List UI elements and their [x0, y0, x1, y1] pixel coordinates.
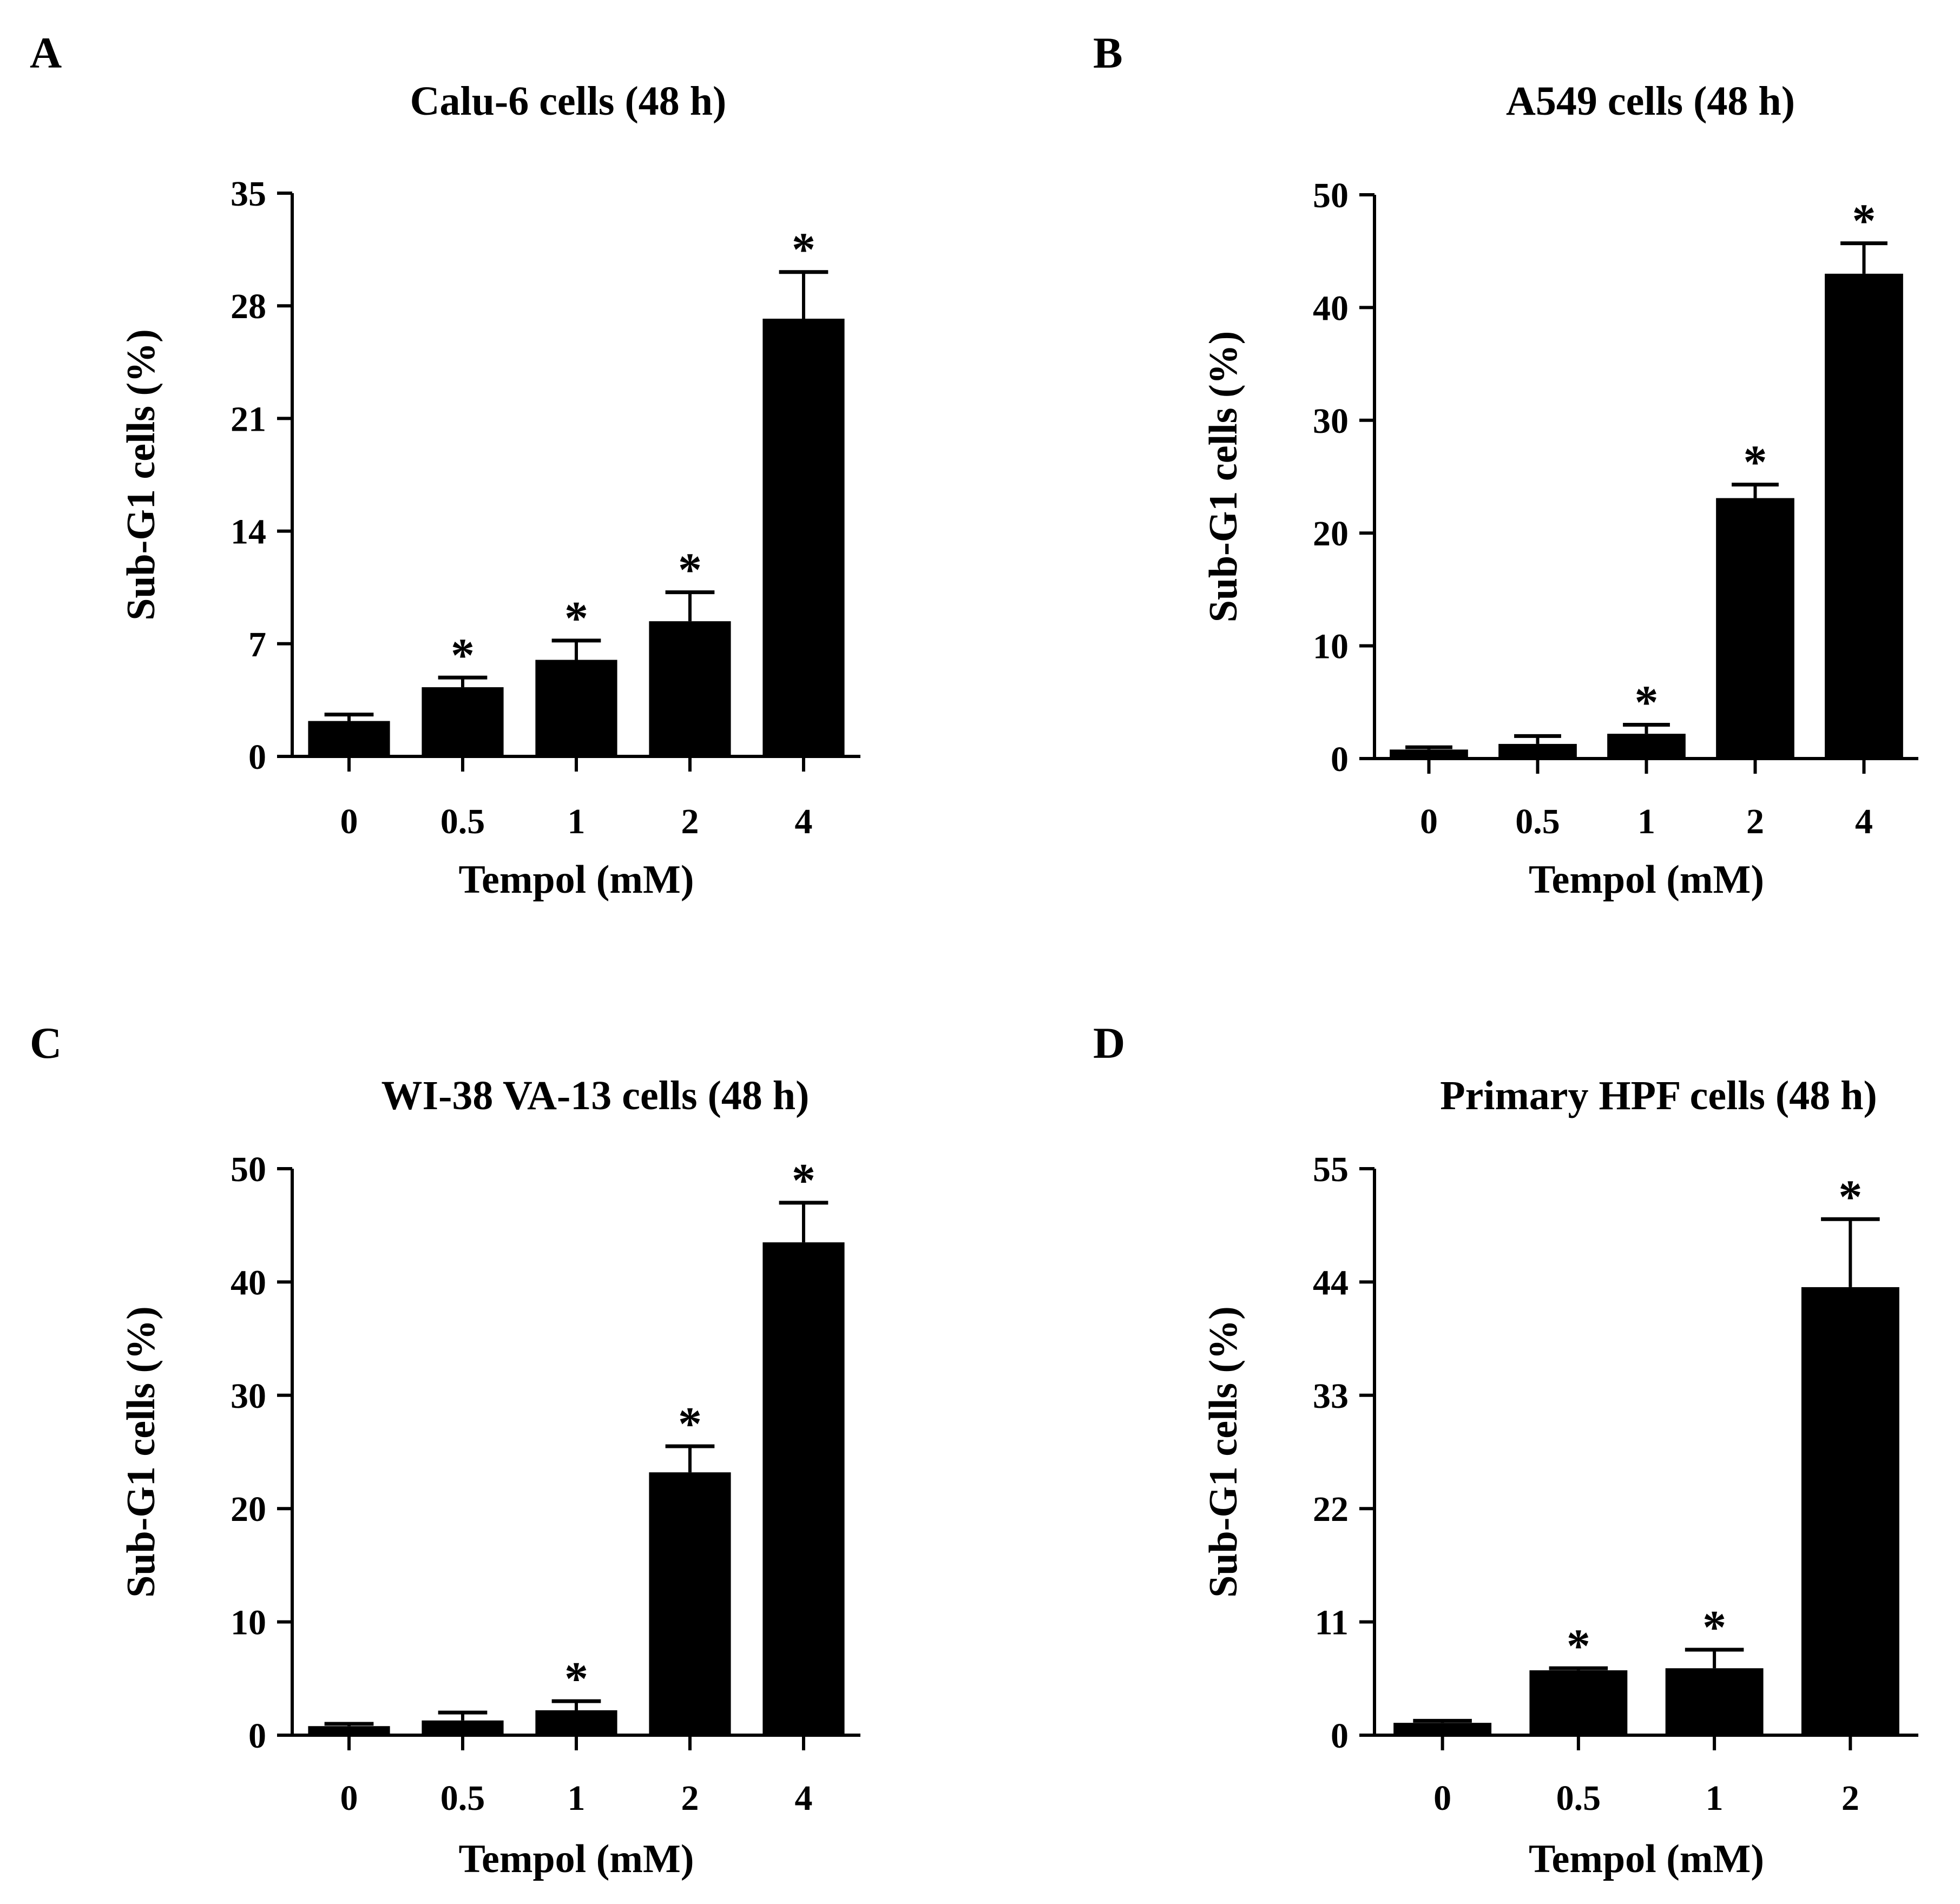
x-tick-label-c: 1	[568, 1778, 586, 1818]
chart-title-c: WI-38 VA-13 cells (48 h)	[382, 1073, 810, 1118]
panel-letter-c: C	[30, 1018, 62, 1068]
y-axis-label-d: Sub-G1 cells (%)	[1201, 1306, 1246, 1598]
significance-marker-a: *	[792, 224, 815, 276]
significance-marker-d: *	[1567, 1620, 1590, 1672]
y-tick-label-c: 30	[231, 1376, 266, 1416]
y-tick-label-b: 0	[1331, 740, 1349, 779]
significance-marker-d: *	[1838, 1171, 1862, 1223]
significance-marker-b: *	[1852, 195, 1876, 248]
x-axis-label-d: Tempol (mM)	[1529, 1837, 1764, 1881]
x-tick-label-a: 1	[568, 802, 586, 841]
bar-d	[1393, 1723, 1492, 1735]
bar-c	[422, 1720, 504, 1735]
y-tick-label-c: 40	[231, 1263, 266, 1302]
x-axis-label-b: Tempol (mM)	[1529, 858, 1764, 902]
x-tick-label-b: 1	[1637, 802, 1655, 841]
x-tick-label-a: 0	[340, 802, 358, 841]
panel-letter-b: B	[1093, 28, 1123, 77]
bar-a	[535, 660, 617, 756]
x-tick-label-c: 2	[681, 1778, 699, 1818]
significance-marker-b: *	[1744, 437, 1767, 489]
y-tick-label-b: 30	[1313, 401, 1349, 441]
y-tick-label-c: 10	[231, 1603, 266, 1643]
x-tick-label-a: 2	[681, 802, 699, 841]
x-tick-label-d: 0.5	[1556, 1778, 1601, 1818]
bar-a	[422, 687, 504, 756]
chart-title-d: Primary HPF cells (48 h)	[1440, 1073, 1877, 1118]
y-tick-label-a: 28	[231, 287, 266, 326]
bar-a	[649, 621, 731, 756]
x-axis-label-c: Tempol (mM)	[458, 1837, 694, 1881]
x-tick-label-d: 0	[1433, 1778, 1451, 1818]
y-tick-label-a: 14	[231, 512, 266, 552]
significance-marker-d: *	[1702, 1602, 1726, 1654]
chart-panel-d: D Primary HPF cells (48 h) 0 11 22 33 44 55 Sub-…	[1093, 1018, 1918, 1881]
bar-b	[1825, 273, 1903, 759]
x-axis-label-a: Tempol (mM)	[458, 858, 694, 902]
y-tick-label-d: 22	[1313, 1490, 1349, 1529]
y-tick-label-d: 33	[1313, 1376, 1349, 1416]
y-axis-label-c: Sub-G1 cells (%)	[119, 1306, 163, 1598]
y-tick-label-a: 21	[231, 399, 266, 439]
x-tick-label-a: 4	[795, 802, 813, 841]
bar-d	[1665, 1668, 1764, 1735]
x-tick-label-b: 2	[1746, 802, 1764, 841]
x-tick-label-a: 0.5	[440, 802, 485, 841]
significance-marker-c: *	[792, 1155, 815, 1207]
x-tick-label-d: 1	[1706, 1778, 1724, 1818]
significance-marker-c: *	[678, 1398, 702, 1451]
panel-letter-d: D	[1093, 1018, 1125, 1068]
bar-c	[649, 1472, 731, 1735]
bar-b	[1607, 734, 1686, 759]
x-tick-label-c: 0	[340, 1778, 358, 1818]
y-tick-label-a: 0	[248, 737, 266, 777]
x-tick-label-d: 2	[1841, 1778, 1859, 1818]
x-tick-label-b: 0	[1420, 802, 1438, 841]
y-tick-label-b: 10	[1313, 627, 1349, 667]
panel-letter-a: A	[30, 28, 62, 77]
y-tick-label-b: 20	[1313, 514, 1349, 554]
y-tick-label-d: 55	[1313, 1150, 1349, 1189]
significance-marker-b: *	[1635, 676, 1659, 729]
bar-c	[308, 1726, 390, 1735]
significance-marker-a: *	[451, 629, 475, 682]
significance-marker-c: *	[564, 1653, 588, 1705]
y-tick-label-d: 0	[1331, 1716, 1349, 1756]
bar-b	[1716, 498, 1794, 759]
x-tick-label-b: 4	[1855, 802, 1873, 841]
bar-a	[308, 721, 390, 756]
y-axis-label-b: Sub-G1 cells (%)	[1201, 331, 1246, 623]
bar-a	[762, 318, 845, 756]
y-tick-label-b: 40	[1313, 288, 1349, 328]
y-tick-label-c: 20	[231, 1490, 266, 1529]
x-tick-label-c: 0.5	[440, 1778, 485, 1818]
chart-title-b: A549 cells (48 h)	[1506, 78, 1795, 124]
y-tick-label-c: 50	[231, 1150, 266, 1189]
x-tick-label-b: 0.5	[1515, 802, 1560, 841]
bar-c	[762, 1242, 845, 1735]
chart-title-a: Calu-6 cells (48 h)	[410, 78, 727, 124]
y-tick-label-b: 50	[1313, 176, 1349, 215]
bar-b	[1390, 749, 1468, 759]
significance-marker-a: *	[678, 544, 702, 597]
bar-c	[535, 1710, 617, 1735]
y-tick-label-a: 35	[231, 174, 266, 214]
significance-marker-a: *	[564, 592, 588, 645]
x-tick-label-c: 4	[795, 1778, 813, 1818]
bar-b	[1498, 743, 1577, 759]
y-tick-label-d: 44	[1313, 1263, 1349, 1302]
bar-d	[1801, 1287, 1899, 1735]
y-tick-label-a: 7	[248, 625, 266, 664]
bar-d	[1529, 1670, 1628, 1735]
y-tick-label-d: 11	[1315, 1603, 1349, 1643]
y-tick-label-c: 0	[248, 1716, 266, 1756]
chart-panel-c: CWI-38 VA-13 cells (48 h)01020304050Sub-…	[30, 1018, 860, 1881]
y-axis-label-a: Sub-G1 cells (%)	[119, 329, 163, 621]
